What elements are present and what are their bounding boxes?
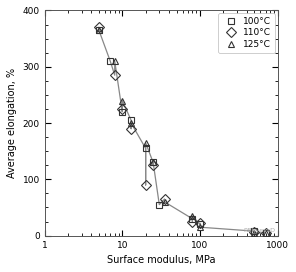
Text: RBhyevsD: RBhyevsD [243, 228, 275, 233]
Line: 125°C: 125°C [95, 27, 269, 236]
100°C [157, 203, 161, 206]
110°C [163, 197, 166, 201]
125°C [97, 29, 101, 32]
125°C [144, 141, 147, 144]
100°C [151, 161, 155, 164]
125°C [163, 200, 166, 203]
125°C [264, 231, 267, 234]
110°C [113, 73, 117, 77]
100°C [97, 29, 101, 32]
Line: 110°C: 110°C [95, 24, 269, 236]
125°C [198, 225, 202, 229]
100°C [264, 231, 267, 234]
100°C [129, 119, 133, 122]
125°C [113, 60, 117, 63]
125°C [191, 214, 194, 218]
110°C [198, 222, 202, 225]
110°C [97, 26, 101, 29]
110°C [264, 231, 267, 234]
110°C [191, 220, 194, 223]
Line: 100°C: 100°C [95, 27, 269, 236]
Y-axis label: Average elongation, %: Average elongation, % [7, 68, 17, 178]
125°C [252, 231, 256, 234]
100°C [191, 217, 194, 220]
110°C [120, 107, 124, 111]
X-axis label: Surface modulus, MPa: Surface modulus, MPa [107, 255, 215, 265]
100°C [198, 223, 202, 226]
110°C [144, 183, 147, 187]
110°C [129, 127, 133, 130]
110°C [252, 230, 256, 233]
125°C [120, 99, 124, 102]
125°C [151, 161, 155, 164]
100°C [252, 230, 256, 233]
100°C [108, 60, 112, 63]
100°C [120, 110, 124, 113]
Legend: 100°C, 110°C, 125°C: 100°C, 110°C, 125°C [218, 13, 275, 53]
125°C [129, 121, 133, 125]
110°C [151, 164, 155, 167]
100°C [144, 147, 147, 150]
